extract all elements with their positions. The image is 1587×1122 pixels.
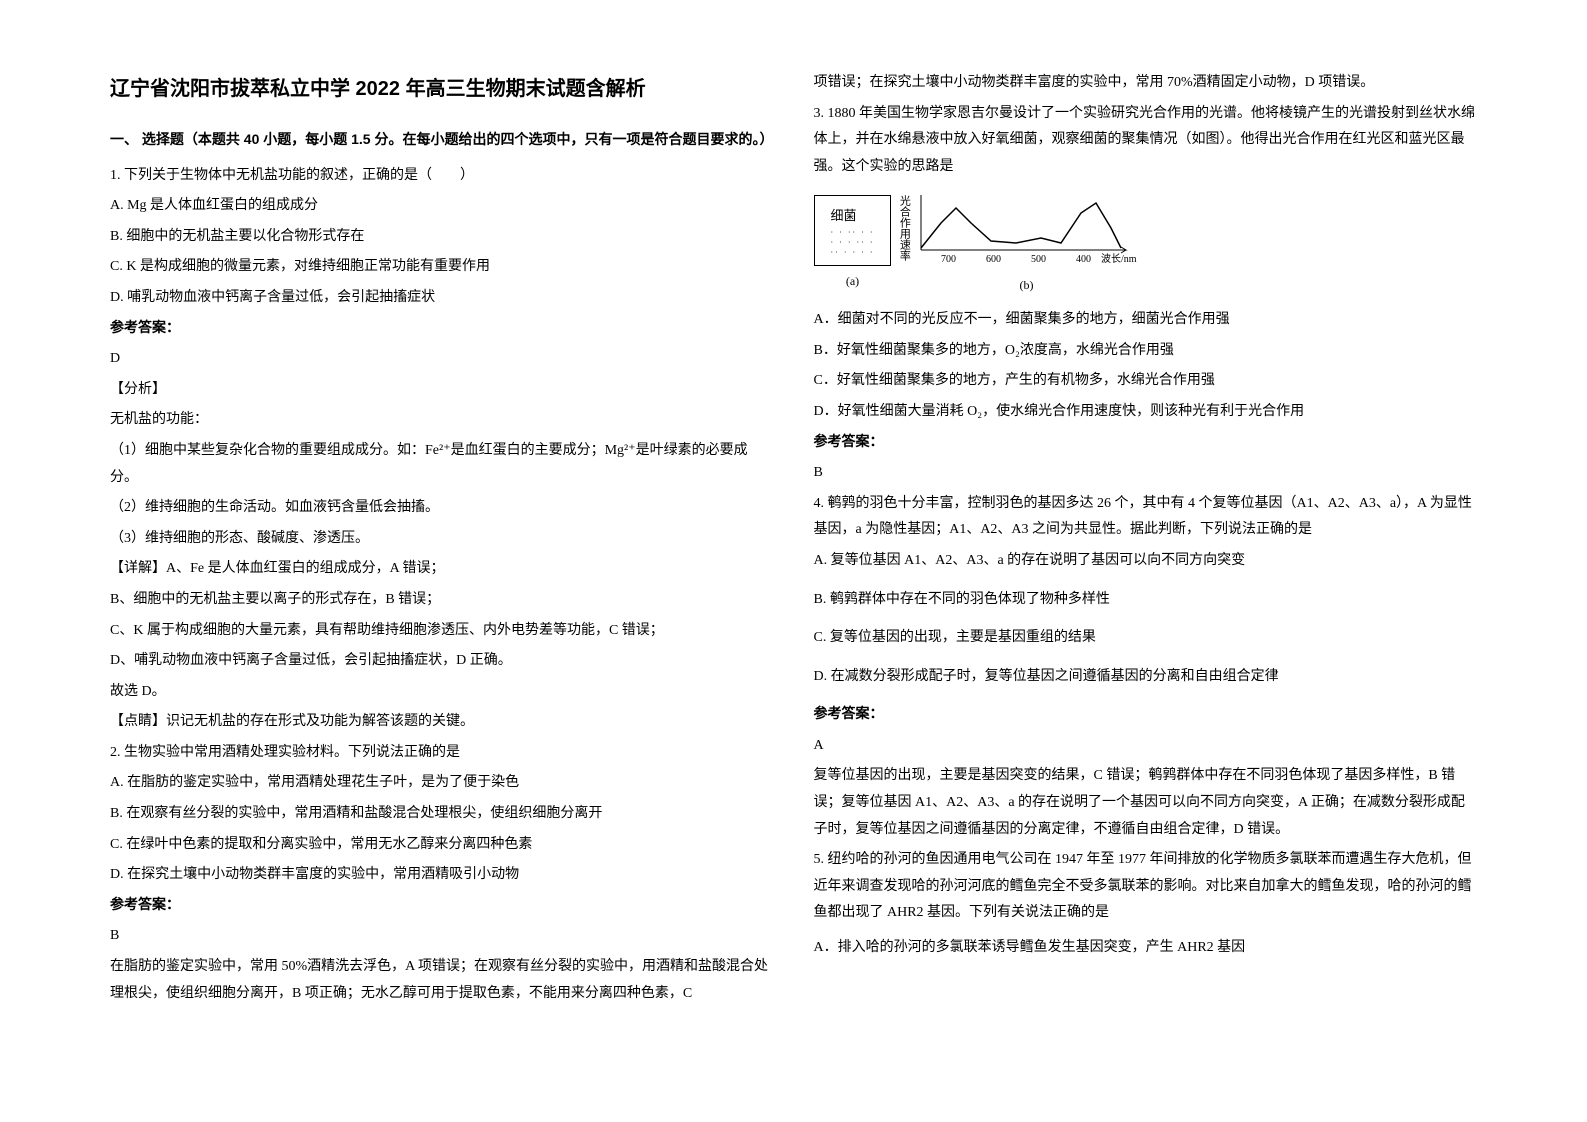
q2-option-b: B. 在观察有丝分裂的实验中，常用酒精和盐酸混合处理根尖，使组织细胞分离开 (110, 801, 774, 828)
q3-option-a: A．细菌对不同的光反应不一，细菌聚集多的地方，细菌光合作用强 (814, 307, 1478, 334)
bacteria-label: 细菌 (831, 204, 875, 229)
x-axis-label: 波长/nm (1101, 252, 1137, 265)
q2-option-c: C. 在绿叶中色素的提取和分离实验中，常用无水乙醇来分离四种色素 (110, 832, 774, 859)
q1-detail-5: 故选 D。 (110, 679, 774, 706)
q2-stem: 2. 生物实验中常用酒精处理实验材料。下列说法正确的是 (110, 740, 774, 767)
bacteria-dots: · · ·· · ·· · · ·· · ·· · · · · (831, 228, 875, 257)
xtick-400: 400 (1076, 254, 1091, 265)
q1-analysis-3: （3）维持细胞的形态、酸碱度、渗透压。 (110, 526, 774, 553)
q1-option-b: B. 细胞中的无机盐主要以化合物形式存在 (110, 224, 774, 251)
left-column: 辽宁省沈阳市拔萃私立中学 2022 年高三生物期末试题含解析 一、 选择题（本题… (90, 70, 794, 1052)
q1-option-d: D. 哺乳动物血液中钙离子含量过低，会引起抽搐症状 (110, 285, 774, 312)
q1-detail-2: B、细胞中的无机盐主要以离子的形式存在，B 错误； (110, 587, 774, 614)
right-column: 项错误；在探究土壤中小动物类群丰富度的实验中，常用 70%酒精固定小动物，D 项… (794, 70, 1498, 1052)
q1-option-a: A. Mg 是人体血红蛋白的组成成分 (110, 193, 774, 220)
q3-answer-label: 参考答案： (814, 430, 1478, 457)
q4-option-a: A. 复等位基因 A1、A2、A3、a 的存在说明了基因可以向不同方向突变 (814, 548, 1478, 575)
q5-option-a: A．排入哈的孙河的多氯联苯诱导鳕鱼发生基因突变，产生 AHR2 基因 (814, 935, 1478, 962)
xtick-500: 500 (1031, 254, 1046, 265)
q2-continuation: 项错误；在探究土壤中小动物类群丰富度的实验中，常用 70%酒精固定小动物，D 项… (814, 70, 1478, 97)
figure-box-a: 细菌 · · ·· · ·· · · ·· · ·· · · · · (814, 195, 892, 266)
figure-a-container: 细菌 · · ·· · ·· · · ·· · ·· · · · · (a) (814, 195, 892, 293)
y-axis-label: 光合作用速率 (893, 195, 914, 261)
figure-label-b: (b) (911, 274, 1141, 297)
q4-stem: 4. 鹌鹑的羽色十分丰富，控制羽色的基因多达 26 个，其中有 4 个复等位基因… (814, 491, 1478, 544)
q2-option-d: D. 在探究土壤中小动物类群丰富度的实验中，常用酒精吸引小动物 (110, 862, 774, 889)
xtick-700: 700 (941, 254, 956, 265)
q2-explain: 在脂肪的鉴定实验中，常用 50%酒精洗去浮色，A 项错误；在观察有丝分裂的实验中… (110, 954, 774, 1007)
q1-answer: D (110, 346, 774, 373)
q4-explain: 复等位基因的出现，主要是基因突变的结果，C 错误；鹌鹑群体中存在不同羽色体现了基… (814, 763, 1478, 843)
q1-analysis-1: （1）细胞中某些复杂化合物的重要组成成分。如：Fe²⁺是血红蛋白的主要成分；Mg… (110, 438, 774, 491)
q1-answer-label: 参考答案： (110, 316, 774, 343)
q1-stem: 1. 下列关于生物体中无机盐功能的叙述，正确的是（ ） (110, 163, 774, 190)
q1-analysis-title: 无机盐的功能： (110, 407, 774, 434)
q1-point: 【点睛】识记无机盐的存在形式及功能为解答该题的关键。 (110, 709, 774, 736)
q3-stem: 3. 1880 年美国生物学家恩吉尔曼设计了一个实验研究光合作用的光谱。他将棱镜… (814, 101, 1478, 181)
q4-option-b: B. 鹌鹑群体中存在不同的羽色体现了物种多样性 (814, 587, 1478, 614)
q1-detail-3: C、K 属于构成细胞的大量元素，具有帮助维持细胞渗透压、内外电势差等功能，C 错… (110, 618, 774, 645)
q4-option-c: C. 复等位基因的出现，主要是基因重组的结果 (814, 625, 1478, 652)
q4-answer-label: 参考答案： (814, 702, 1478, 729)
q3-answer: B (814, 460, 1478, 487)
q4-option-d: D. 在减数分裂形成配子时，复等位基因之间遵循基因的分离和自由组合定律 (814, 664, 1478, 691)
figure-b-container: 光合作用速率 700 600 500 400 波长/nm (b) (911, 190, 1141, 297)
q2-option-a: A. 在脂肪的鉴定实验中，常用酒精处理花生子叶，是为了便于染色 (110, 770, 774, 797)
q1-detail-1: 【详解】A、Fe 是人体血红蛋白的组成成分，A 错误； (110, 556, 774, 583)
section-header: 一、 选择题（本题共 40 小题，每小题 1.5 分。在每小题给出的四个选项中，… (110, 126, 774, 153)
q3-option-b: B．好氧性细菌聚集多的地方，O₂浓度高，水绵光合作用强 (814, 338, 1478, 365)
q3-figure: 细菌 · · ·· · ·· · · ·· · ·· · · · · (a) 光… (814, 190, 1478, 297)
q5-stem: 5. 纽约哈的孙河的鱼因通用电气公司在 1947 年至 1977 年间排放的化学… (814, 847, 1478, 927)
figure-label-a: (a) (814, 270, 892, 293)
spectrum-chart: 700 600 500 400 波长/nm (911, 190, 1141, 270)
q2-answer-label: 参考答案： (110, 893, 774, 920)
q2-answer: B (110, 923, 774, 950)
q1-option-c: C. K 是构成细胞的微量元素，对维持细胞正常功能有重要作用 (110, 254, 774, 281)
document-title: 辽宁省沈阳市拔萃私立中学 2022 年高三生物期末试题含解析 (110, 70, 774, 108)
q1-analysis-2: （2）维持细胞的生命活动。如血液钙含量低会抽搐。 (110, 495, 774, 522)
q1-analysis-label: 【分析】 (110, 377, 774, 404)
q1-detail-4: D、哺乳动物血液中钙离子含量过低，会引起抽搐症状，D 正确。 (110, 648, 774, 675)
q3-option-d: D．好氧性细菌大量消耗 O₂，使水绵光合作用速度快，则该种光有利于光合作用 (814, 399, 1478, 426)
xtick-600: 600 (986, 254, 1001, 265)
q3-option-c: C．好氧性细菌聚集多的地方，产生的有机物多，水绵光合作用强 (814, 368, 1478, 395)
q4-answer: A (814, 733, 1478, 760)
